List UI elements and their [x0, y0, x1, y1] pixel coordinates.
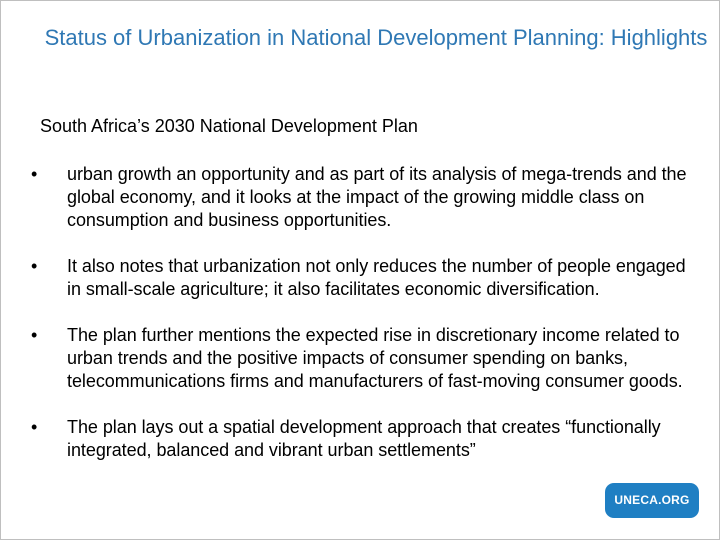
- bullet-icon: •: [31, 325, 38, 345]
- bullet-item: • The plan further mentions the expected…: [31, 324, 703, 393]
- bullet-item: • It also notes that urbanization not on…: [31, 255, 703, 301]
- bullet-text: The plan further mentions the expected r…: [67, 325, 683, 391]
- slide-subheading: South Africa’s 2030 National Development…: [40, 116, 418, 136]
- bullet-item: • The plan lays out a spatial developmen…: [31, 416, 703, 462]
- bullet-text: The plan lays out a spatial development …: [67, 417, 661, 460]
- bullet-text: urban growth an opportunity and as part …: [67, 164, 687, 230]
- slide-title: Status of Urbanization in National Devel…: [44, 25, 708, 50]
- uneca-logo-badge[interactable]: UNECA.ORG: [605, 483, 699, 518]
- bullet-text: It also notes that urbanization not only…: [67, 256, 686, 299]
- bullet-icon: •: [31, 256, 38, 276]
- bullet-icon: •: [31, 417, 38, 437]
- bullet-item: • urban growth an opportunity and as par…: [31, 163, 703, 232]
- bullet-list: • urban growth an opportunity and as par…: [31, 163, 703, 462]
- bullet-icon: •: [31, 164, 38, 184]
